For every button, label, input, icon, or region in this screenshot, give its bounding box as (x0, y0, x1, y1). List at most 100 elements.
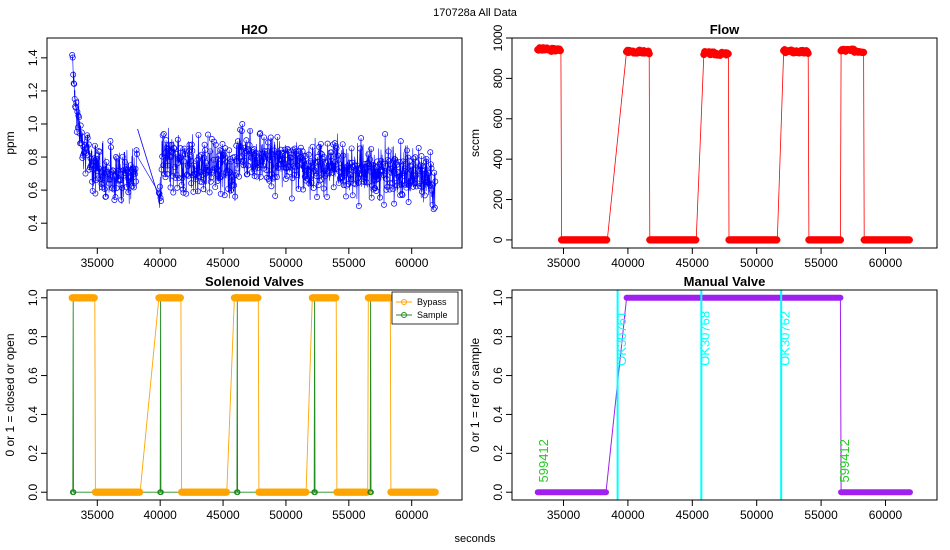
plot-data (68, 294, 439, 496)
h2o-point (201, 154, 208, 161)
x-tick-label: 50000 (269, 508, 303, 522)
y-tick-label: 200 (491, 189, 505, 209)
x-tick-label: 50000 (740, 508, 774, 522)
h2o-point (92, 190, 99, 197)
h2o-point (196, 153, 203, 160)
h2o-point (76, 114, 82, 121)
h2o-point (256, 131, 263, 138)
h2o-point (419, 188, 425, 195)
h2o-point (179, 175, 186, 181)
h2o-point (296, 148, 303, 155)
h2o-point (275, 161, 282, 168)
h2o-point (347, 172, 354, 178)
h2o-point (77, 122, 84, 129)
h2o-point (352, 162, 358, 169)
h2o-point (420, 167, 427, 174)
h2o-point (109, 167, 116, 174)
h2o-point (211, 138, 218, 145)
h2o-point (274, 133, 281, 140)
h2o-point (319, 151, 325, 158)
h2o-point (227, 187, 234, 194)
h2o-point (425, 178, 432, 185)
h2o-point (103, 193, 109, 200)
h2o-point (390, 157, 397, 164)
h2o-point (161, 171, 168, 178)
h2o-point (314, 194, 320, 200)
h2o-point (410, 155, 417, 162)
h2o-point (373, 188, 380, 194)
h2o-point (414, 159, 420, 166)
h2o-point (134, 151, 140, 157)
y-tick-label: 800 (491, 68, 505, 88)
h2o-point (321, 154, 328, 161)
h2o-point (370, 186, 377, 193)
h2o-point (238, 128, 245, 134)
sample-series-line (72, 297, 372, 493)
h2o-point (210, 166, 216, 173)
h2o-point (123, 184, 130, 191)
h2o-point (206, 189, 213, 196)
h2o-point (185, 172, 192, 179)
h2o-point (292, 148, 299, 155)
h2o-point (89, 178, 96, 185)
h2o-point (430, 206, 437, 213)
h2o-point (239, 121, 246, 127)
h2o-point (420, 182, 427, 189)
h2o-point (215, 152, 222, 159)
h2o-point (80, 143, 87, 150)
h2o-point (378, 157, 385, 164)
h2o-point (180, 189, 187, 196)
h2o-point (182, 151, 189, 158)
h2o-point (405, 154, 412, 161)
x-tick-label: 50000 (740, 256, 774, 270)
h2o-point (401, 168, 408, 175)
h2o-point (388, 165, 395, 172)
x-tick-label: 60000 (869, 508, 903, 522)
h2o-point (256, 150, 263, 157)
y-axis-label: ppm (3, 131, 17, 154)
h2o-point (211, 165, 218, 172)
h2o-point (221, 192, 228, 199)
h2o-point (101, 186, 108, 193)
y-tick-label: 0.8 (26, 148, 40, 165)
h2o-point (386, 158, 393, 165)
h2o-point (212, 184, 219, 191)
h2o-point (207, 178, 214, 185)
h2o-point (106, 180, 113, 187)
h2o-point (306, 174, 313, 181)
x-tick-label: 35000 (547, 256, 581, 270)
h2o-point (383, 176, 390, 183)
h2o-point (350, 163, 357, 170)
h2o-point (160, 162, 167, 169)
h2o-point (309, 143, 316, 150)
h2o-point (396, 158, 403, 165)
h2o-point (365, 151, 372, 158)
h2o-point (257, 130, 264, 137)
h2o-point (260, 162, 266, 169)
h2o-point (130, 184, 137, 191)
h2o-point (392, 175, 399, 182)
h2o-point (208, 174, 215, 181)
h2o-point (302, 153, 309, 160)
x-tick-label: 40000 (143, 508, 177, 522)
h2o-point (406, 182, 413, 189)
h2o-point (218, 173, 225, 180)
h2o-point (316, 144, 323, 151)
plot-frame (46, 289, 463, 501)
h2o-point (376, 161, 383, 168)
h2o-point (381, 170, 388, 177)
h2o-point (133, 178, 139, 185)
h2o-point (417, 162, 424, 169)
h2o-point (320, 155, 327, 162)
h2o-point (88, 162, 94, 169)
h2o-point (280, 164, 287, 171)
h2o-point (422, 179, 429, 186)
h2o-point (167, 184, 174, 191)
h2o-point (378, 166, 385, 173)
y-tick-label: 0.4 (491, 406, 505, 423)
h2o-point (195, 131, 202, 138)
h2o-point (116, 167, 123, 174)
h2o-series-line (71, 54, 436, 210)
h2o-point (305, 151, 312, 158)
h2o-point (341, 177, 348, 184)
